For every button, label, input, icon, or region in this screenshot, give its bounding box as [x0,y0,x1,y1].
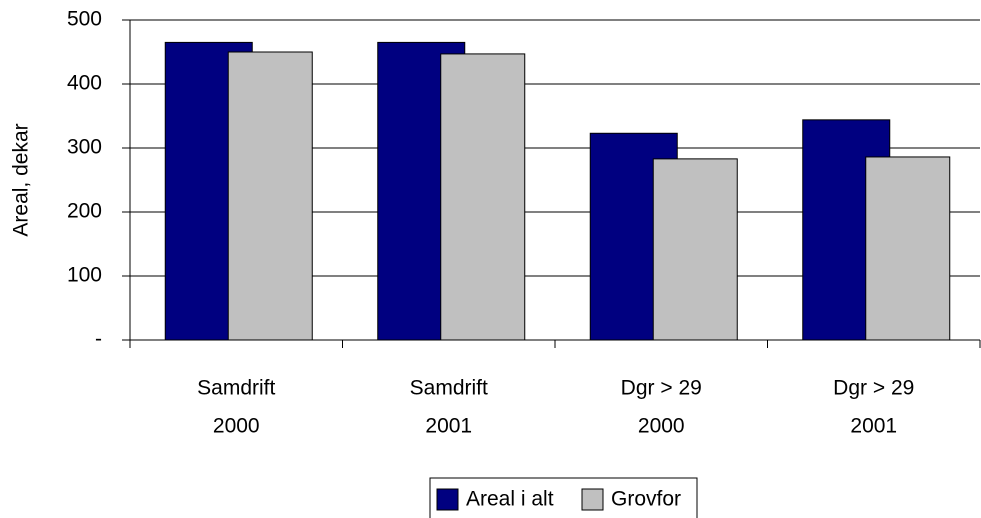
legend-swatch [436,488,459,511]
y-tick-label: 200 [67,200,102,223]
x-tick-label: 2000 [213,415,260,438]
y-tick-label: 100 [67,264,102,287]
x-tick-label: Dgr > 29 [621,377,702,400]
legend-swatch [581,488,604,511]
y-tick-label: 300 [67,136,102,159]
y-tick-label: 400 [67,72,102,95]
legend-box [429,477,698,518]
bar [440,53,526,341]
x-tick-label: Dgr > 29 [833,377,914,400]
bar [227,51,313,341]
x-tick-label: 2001 [850,415,897,438]
bar [865,156,951,341]
y-axis-label: Areal, dekar [10,123,33,236]
x-tick-label: Samdrift [410,377,488,400]
x-tick-label: 2000 [638,415,685,438]
x-tick-label: Samdrift [197,377,275,400]
bar [652,158,738,341]
x-tick-label: 2001 [425,415,472,438]
y-tick-label: - [95,328,102,351]
y-tick-label: 500 [67,8,102,31]
legend-label: Areal i alt [466,488,554,511]
legend-label: Grovfor [611,488,681,511]
